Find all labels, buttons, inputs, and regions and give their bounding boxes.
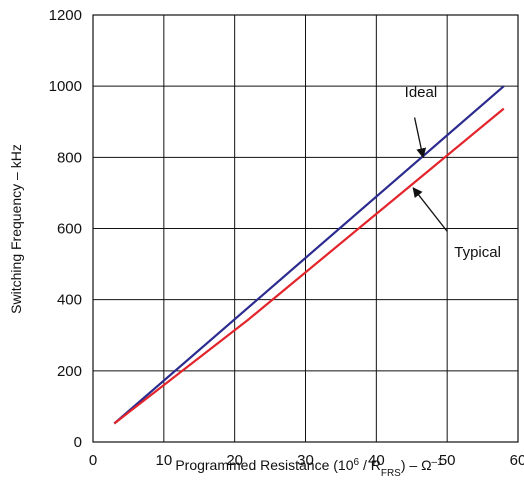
x-tick-label: 20 — [226, 452, 243, 469]
x-axis-title-sup2: –1 — [432, 457, 444, 468]
y-tick-label: 600 — [57, 221, 82, 238]
x-tick-label: 10 — [155, 452, 172, 469]
y-tick-label: 400 — [57, 292, 82, 309]
y-tick-label: 0 — [74, 434, 82, 451]
y-tick-label: 1200 — [49, 7, 82, 24]
annotation-label-typical: Typical — [454, 244, 501, 261]
plot-frame — [92, 14, 519, 443]
series-line-typical — [113, 107, 505, 425]
annotations: Ideal Typical — [405, 84, 501, 261]
x-tick-label: 0 — [89, 452, 97, 469]
annotation-label-ideal: Ideal — [405, 84, 438, 101]
x-tick-label: 50 — [439, 452, 456, 469]
data-series — [113, 85, 505, 425]
x-axis-title-sub: FRS — [381, 468, 401, 479]
y-axis-title: Switching Frequency – kHz — [8, 144, 24, 314]
y-tick-label: 200 — [57, 363, 82, 380]
x-tick-label: 40 — [368, 452, 385, 469]
x-axis-title-after: ) – Ω — [401, 457, 432, 473]
x-axis-title-mid: / R — [359, 457, 381, 473]
x-axis-title-sup1: 6 — [354, 457, 360, 468]
x-axis-title: Programmed Resistance (106 / RFRS) – Ω–1 — [175, 457, 443, 479]
annotation-arrow-ideal — [413, 117, 427, 159]
annotation-arrow-typical — [412, 187, 448, 232]
x-tick-label: 60 — [510, 452, 524, 469]
x-axis-title-base: Programmed Resistance (10 — [175, 457, 353, 473]
x-tick-label: 30 — [297, 452, 314, 469]
series-line-ideal — [113, 85, 505, 425]
gridlines — [93, 15, 518, 442]
y-tick-label: 800 — [57, 149, 82, 166]
y-tick-label: 1000 — [49, 78, 82, 95]
